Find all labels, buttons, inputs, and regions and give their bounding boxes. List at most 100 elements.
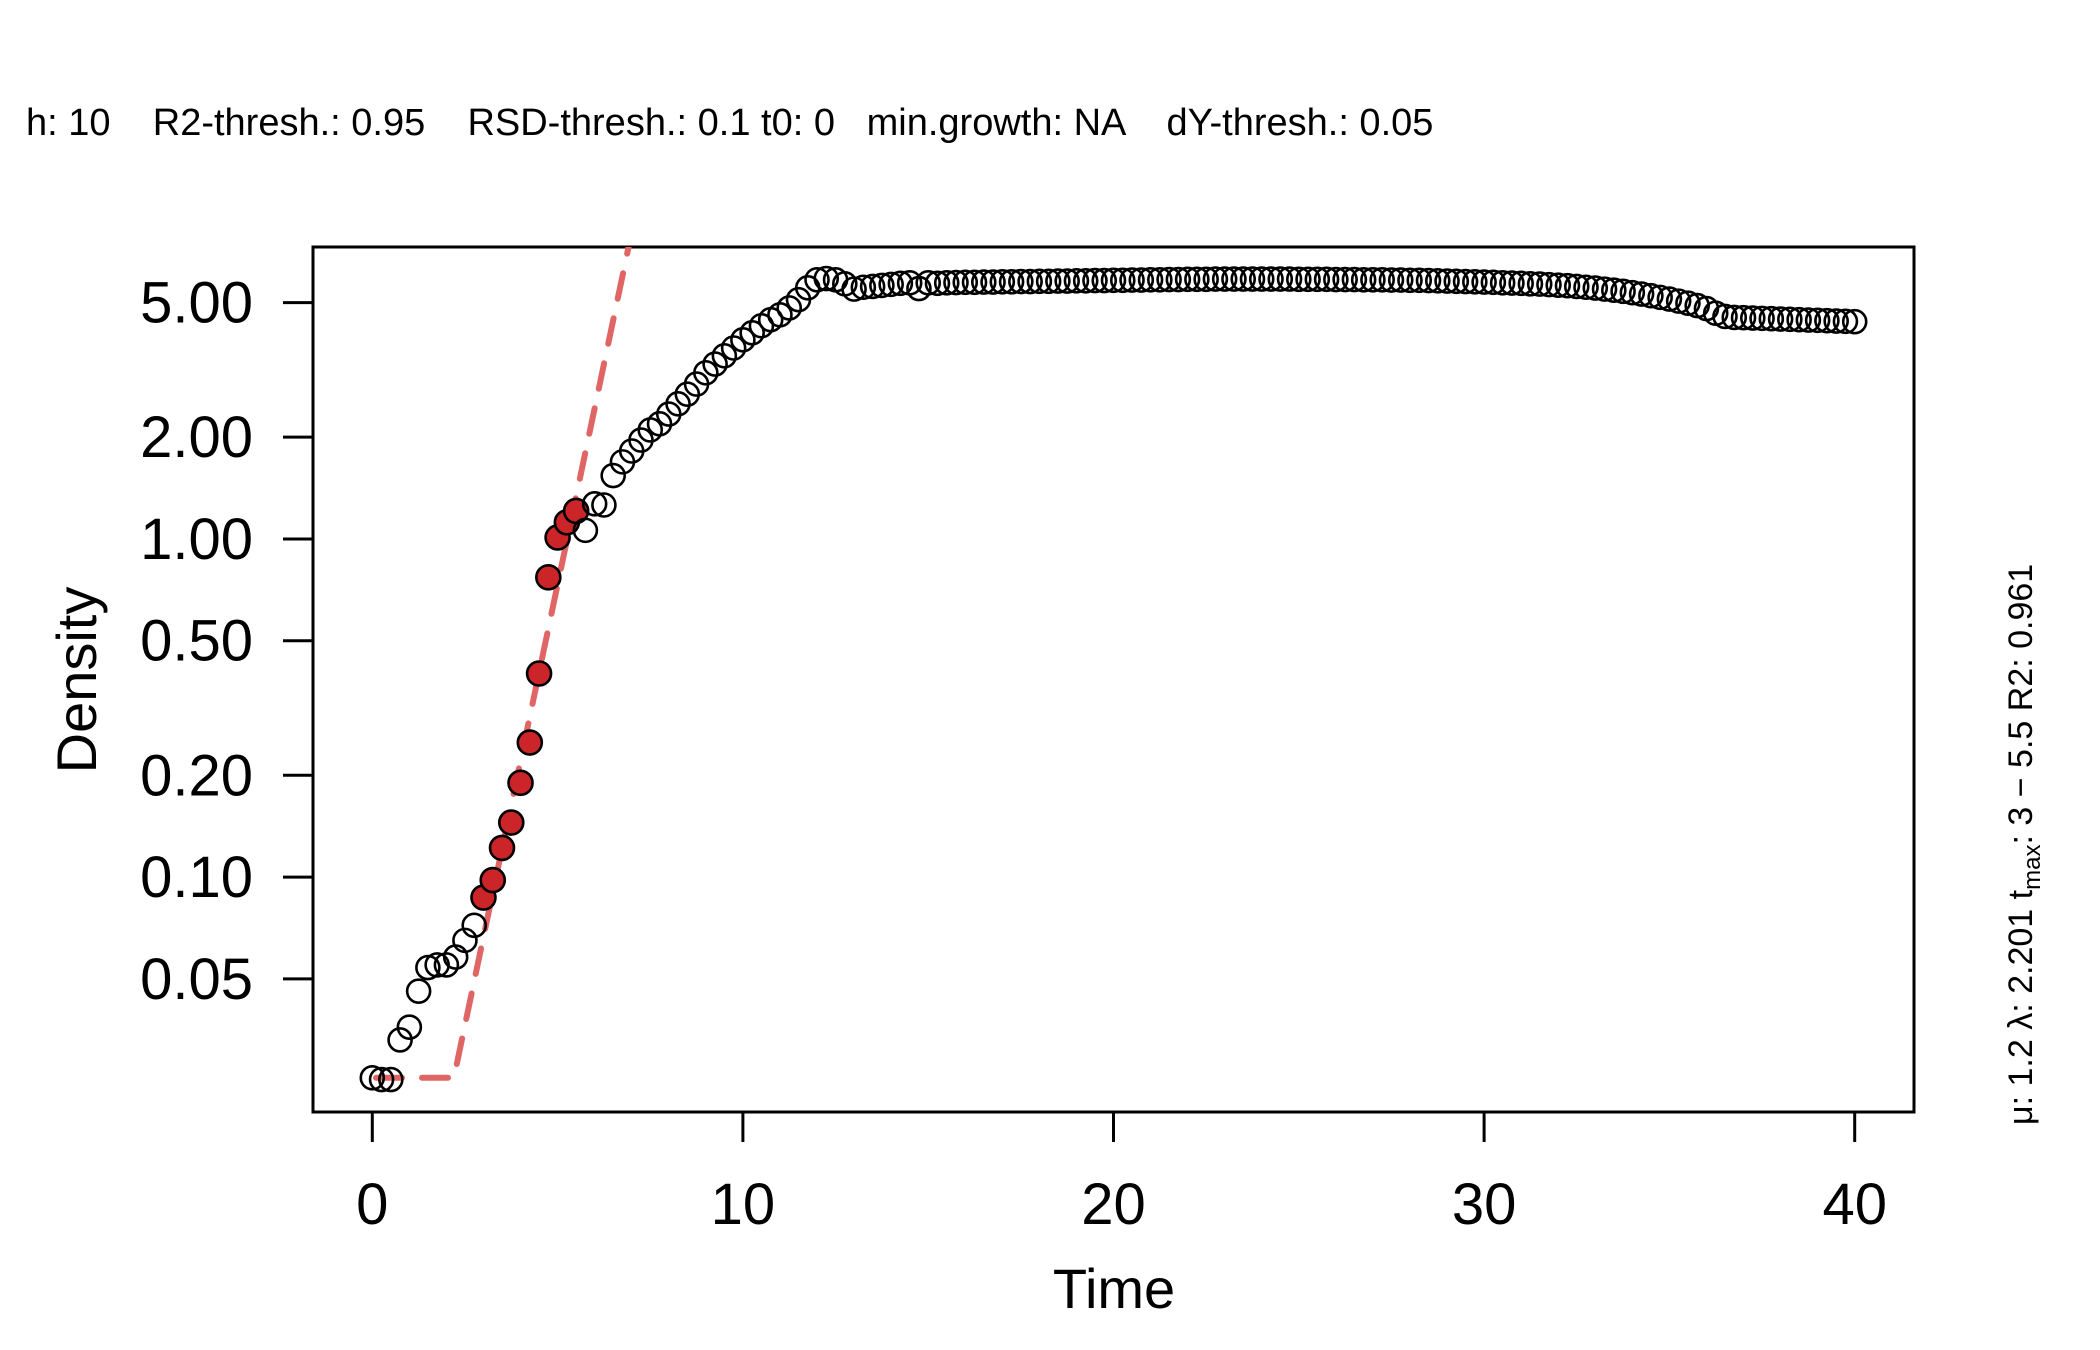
data-point <box>1286 266 1312 293</box>
data-point <box>1462 268 1488 295</box>
data-point <box>1415 267 1442 294</box>
data-point <box>1508 270 1534 297</box>
data-point <box>1628 281 1655 307</box>
data-point <box>1063 267 1090 294</box>
data-point <box>813 265 840 292</box>
data-point <box>1499 270 1525 296</box>
data-point <box>1304 266 1331 293</box>
data-point <box>1777 306 1803 333</box>
tmax-label: t <box>2002 889 2040 899</box>
data-point <box>693 359 719 386</box>
data-point <box>989 268 1016 295</box>
data-point <box>1193 266 1219 293</box>
tmax-value: 3 − 5.5 <box>2002 721 2040 826</box>
data-point <box>1387 267 1414 293</box>
side-annotation: μ: 1.2 λ: 2.201 tmax: 3 − 5.5 R2: 0.961 <box>2002 564 2046 1125</box>
data-point <box>1082 267 1108 294</box>
fit-data-point <box>516 729 544 756</box>
data-point <box>702 351 728 377</box>
data-point <box>396 1014 423 1040</box>
data-point <box>952 269 979 296</box>
data-point <box>933 270 960 296</box>
data-point <box>1406 267 1433 294</box>
data-point <box>1591 276 1618 302</box>
data-point <box>869 272 895 299</box>
data-point <box>1675 290 1701 316</box>
lambda-value: 2.201 <box>2002 909 2040 994</box>
fit-data-point <box>497 809 525 836</box>
data-point <box>1109 267 1136 294</box>
data-point <box>1230 266 1257 292</box>
data-point <box>776 295 803 321</box>
y-tick-label: 0.20 <box>140 743 253 808</box>
y-tick-label: 2.00 <box>140 405 253 470</box>
data-points <box>359 265 1868 1093</box>
data-point <box>581 491 608 517</box>
data-point <box>1072 267 1099 294</box>
data-point <box>646 411 673 437</box>
data-point <box>1369 266 1395 293</box>
data-point <box>1841 308 1868 335</box>
data-point <box>1739 305 1766 331</box>
data-point <box>1730 304 1757 331</box>
data-point <box>1536 271 1562 298</box>
data-point <box>1211 266 1238 292</box>
plot-frame <box>311 245 1916 1114</box>
data-point <box>1795 307 1822 333</box>
x-tick-label: 40 <box>1822 1172 1887 1237</box>
data-point <box>1295 266 1321 293</box>
data-point <box>1443 268 1470 295</box>
tangent-fit-line <box>373 247 632 1081</box>
data-point <box>1008 268 1034 295</box>
data-point <box>859 273 886 300</box>
data-point <box>1786 306 1812 333</box>
data-point <box>841 276 867 302</box>
data-point <box>665 390 691 417</box>
data-point <box>1035 268 1062 295</box>
data-point <box>1832 308 1859 335</box>
data-point <box>1276 266 1303 292</box>
data-point <box>1573 274 1599 301</box>
data-point <box>461 912 488 939</box>
data-point <box>1341 266 1368 293</box>
data-point <box>1610 278 1636 305</box>
y-tick-label: 0.50 <box>140 609 253 674</box>
data-point <box>878 271 904 298</box>
r2-value: 0.961 <box>2002 564 2040 649</box>
x-tick-label: 20 <box>1081 1172 1146 1237</box>
data-point <box>980 269 1006 295</box>
data-point <box>1619 279 1646 306</box>
data-point <box>387 1027 413 1053</box>
data-point <box>368 1066 395 1093</box>
data-point <box>1248 266 1275 292</box>
data-point <box>452 927 478 954</box>
data-point <box>1545 272 1572 298</box>
data-point <box>887 270 914 297</box>
data-point <box>1119 267 1145 293</box>
data-point <box>850 274 877 301</box>
data-point <box>804 266 830 293</box>
data-point <box>1221 266 1247 292</box>
y-axis-title: Density <box>45 587 108 774</box>
data-point <box>1239 266 1266 292</box>
data-point <box>1378 267 1405 293</box>
fit-data-point <box>507 769 534 797</box>
data-point <box>1313 266 1340 293</box>
data-point <box>1128 267 1155 293</box>
data-point <box>1452 268 1479 295</box>
data-point <box>1563 273 1590 300</box>
data-point <box>1350 266 1377 293</box>
data-point <box>1332 266 1358 293</box>
data-point <box>1258 266 1284 292</box>
data-point <box>1267 266 1294 292</box>
data-point <box>961 269 988 296</box>
data-point <box>1480 269 1507 296</box>
data-point <box>1517 271 1544 297</box>
data-point <box>572 517 599 544</box>
data-point <box>1137 266 1164 293</box>
y-tick-label: 0.10 <box>140 845 253 910</box>
data-point <box>1489 270 1516 296</box>
data-point <box>1045 268 1071 294</box>
data-point <box>1638 282 1664 309</box>
